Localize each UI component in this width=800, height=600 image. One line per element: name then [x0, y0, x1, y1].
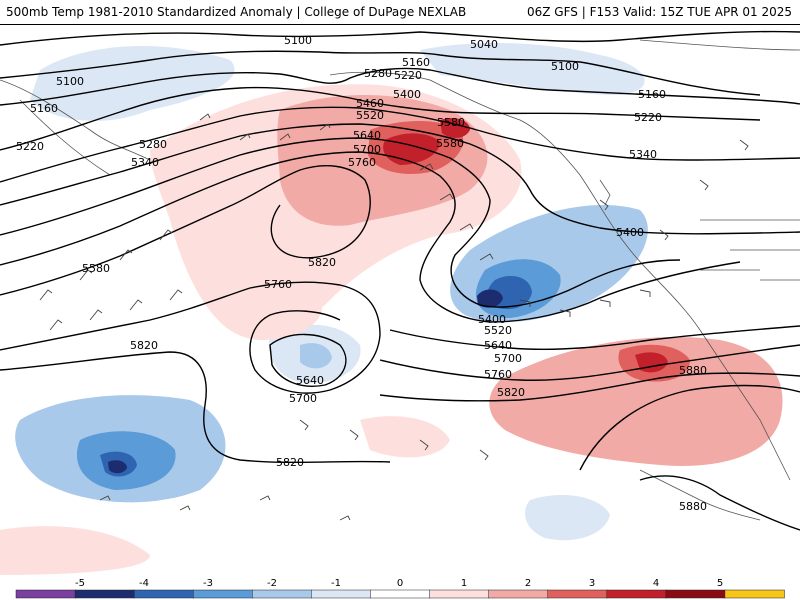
- colorbar-swatch: [133, 589, 194, 599]
- contour-label: 5820: [497, 386, 525, 399]
- colorbar-tick: -4: [139, 578, 149, 589]
- warm-anomaly-shading: [0, 84, 783, 575]
- contour-label: 5400: [616, 226, 644, 239]
- cold-anomaly-shading: [15, 43, 648, 541]
- contour-label: 5700: [494, 352, 522, 365]
- contour-label: 5520: [484, 324, 512, 337]
- wind-barbs: [39, 113, 749, 521]
- contour-label: 5220: [394, 69, 422, 82]
- contour-label: 5640: [296, 374, 324, 387]
- contour-label: 5580: [436, 137, 464, 150]
- weather-map: 5100 5040 5100 5100 5160 5160 5160 5220 …: [0, 25, 800, 577]
- contour-label: 5760: [484, 368, 512, 381]
- colorbar-swatch: [74, 589, 135, 599]
- colorbar-swatch: [252, 589, 313, 599]
- colorbar-swatch: [192, 589, 254, 599]
- colorbar-swatch: [311, 589, 372, 599]
- colorbar-tick: 5: [717, 578, 723, 589]
- contour-label: 5340: [629, 148, 657, 161]
- contour-label: 5700: [353, 143, 381, 156]
- contour-label: 5100: [284, 34, 312, 47]
- contour-label: 5820: [276, 456, 304, 469]
- colorbar-tick: 3: [589, 578, 595, 589]
- contour-label: 5160: [638, 88, 666, 101]
- contour-label: 5820: [308, 256, 336, 269]
- contour-label: 5460: [356, 97, 384, 110]
- contour-label: 5280: [364, 67, 392, 80]
- colorbar-tick: -2: [267, 578, 277, 589]
- colorbar-swatch: [665, 589, 726, 599]
- contour-label: 5820: [130, 339, 158, 352]
- contour-label: 5400: [478, 313, 506, 326]
- contour-label: 5160: [402, 56, 430, 69]
- colorbar-swatch: [606, 589, 667, 599]
- colorbar-swatch: [547, 589, 608, 599]
- colorbar-swatch: [724, 589, 785, 599]
- contour-label: 5040: [470, 38, 498, 51]
- model-run-info: 06Z GFS | F153 Valid: 15Z TUE APR 01 202…: [526, 5, 792, 19]
- contour-label: 5400: [393, 88, 421, 101]
- colorbar-tick: -5: [75, 578, 85, 589]
- contour-label: 5640: [484, 339, 512, 352]
- contour-label: 5340: [131, 156, 159, 169]
- colorbar-tick: 2: [525, 578, 531, 589]
- colorbar-swatch: [488, 589, 549, 599]
- contour-label: 5100: [56, 75, 84, 88]
- contour-label: 5520: [356, 109, 384, 122]
- contour-label: 5700: [289, 392, 317, 405]
- colorbar-tick: 0: [397, 578, 403, 589]
- contour-label: 5280: [139, 138, 167, 151]
- contour-label-group: 5100 5040 5100 5100 5160 5160 5160 5220 …: [16, 34, 707, 513]
- colorbar-tick: -3: [203, 578, 213, 589]
- colorbar-swatch: [370, 589, 431, 599]
- height-contours: [0, 30, 800, 531]
- colorbar-tick-labels: -5 -4 -3 -2 -1 0 1 2 3 4 5: [75, 578, 723, 589]
- contour-label: 5640: [353, 129, 381, 142]
- colorbar-tick: 1: [461, 578, 467, 589]
- colorbar-swatch: [15, 589, 76, 599]
- contour-label: 5100: [551, 60, 579, 73]
- colorbar-swatch: [429, 589, 490, 599]
- contour-label: 5160: [30, 102, 58, 115]
- contour-label: 5220: [16, 140, 44, 153]
- colorbar-tick: -1: [331, 578, 341, 589]
- map-header: 500mb Temp 1981-2010 Standardized Anomal…: [0, 0, 800, 25]
- map-title: 500mb Temp 1981-2010 Standardized Anomal…: [6, 5, 467, 19]
- contour-label: 5880: [679, 500, 707, 513]
- contour-label: 5760: [348, 156, 376, 169]
- contour-label: 5220: [634, 111, 662, 124]
- coastlines: [0, 39, 800, 521]
- anomaly-colorbar: -5 -4 -3 -2 -1 0 1 2 3 4 5: [0, 577, 800, 600]
- contour-label: 5760: [264, 278, 292, 291]
- colorbar-tick: 4: [653, 578, 659, 589]
- contour-label: 5580: [82, 262, 110, 275]
- colorbar-swatches: [15, 589, 785, 599]
- contour-label: 5880: [679, 364, 707, 377]
- contour-label: 5580: [437, 116, 465, 129]
